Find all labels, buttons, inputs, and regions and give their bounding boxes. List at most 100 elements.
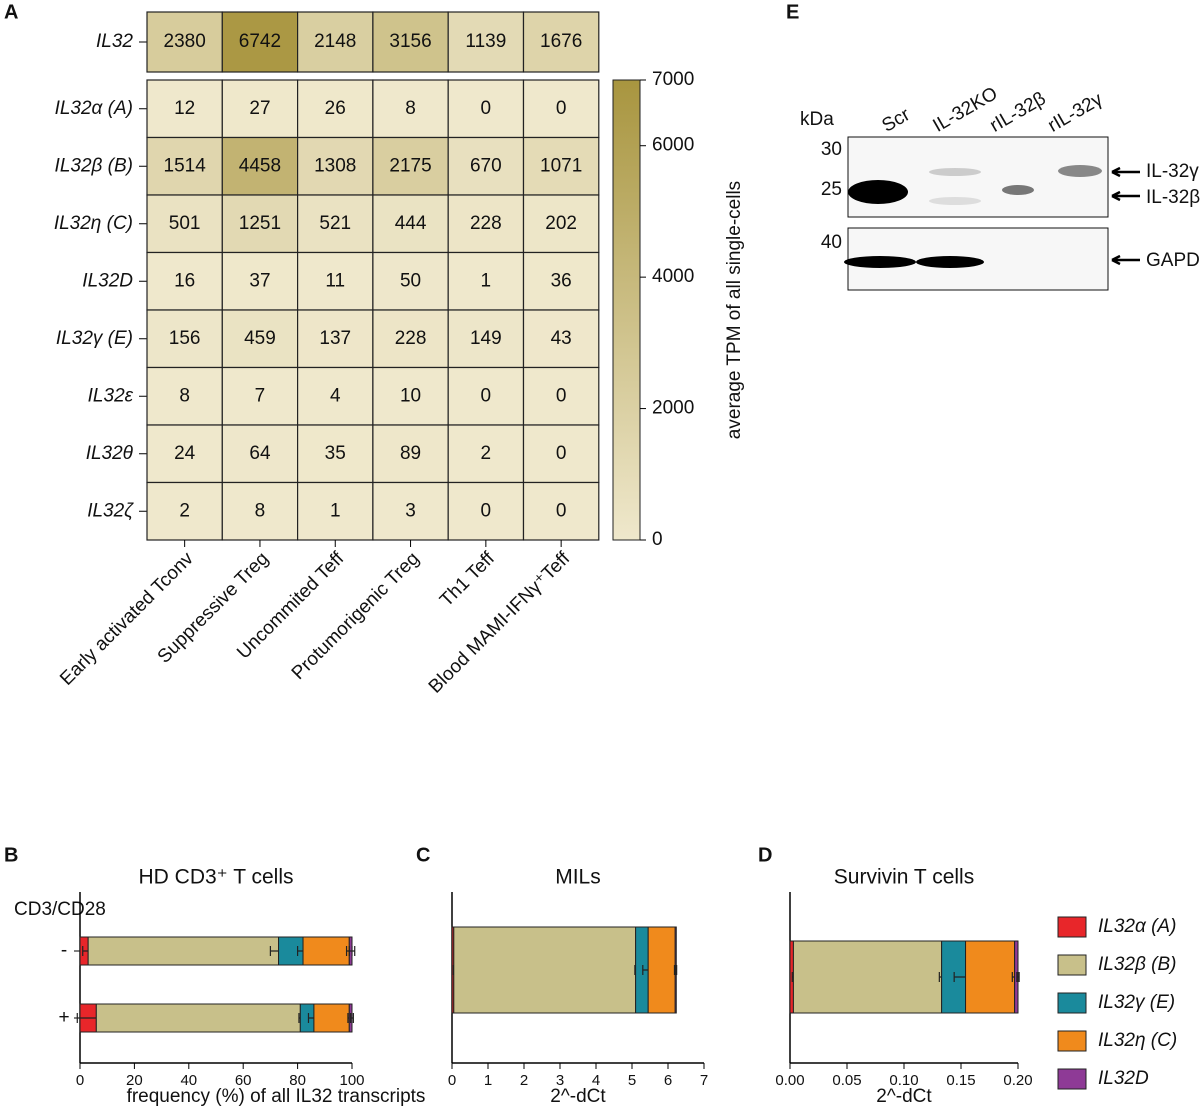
cell-label: 64 [249,443,271,464]
heat-cell [221,309,299,369]
legend-label: IL32D [1098,1068,1149,1089]
cell-label: 202 [545,213,577,234]
cell-label: 26 [325,98,346,119]
cell-label: 2 [179,500,190,521]
heat-cell [447,366,525,426]
x-tick-label: 5 [628,1072,636,1089]
x-tick-label: 0 [448,1072,456,1089]
heat-cell [522,11,600,73]
x-tick-label: 2 [520,1072,528,1089]
panel-label: B [4,844,18,866]
cell-label: 0 [556,385,567,406]
cell-label: 1 [330,500,341,521]
colorbar-tick-label: 4000 [652,266,694,287]
cell-label: 0 [481,98,492,119]
heat-cell [221,251,299,311]
error-bar [675,965,678,975]
lane-label: rIL-32γ [1045,89,1107,137]
cell-label: 1251 [239,213,281,234]
x-tick-label: 0.15 [946,1072,975,1089]
cell-label: 0 [556,500,567,521]
band-label: IL-32β [1146,187,1200,208]
heat-cell [146,366,223,426]
row-label: IL32α (A) [55,98,133,119]
col-label: Protumorigenic Treg [288,548,424,684]
lane-label: IL-32KO [930,83,1002,137]
cell-label: 2380 [164,31,206,52]
legend-swatch [1057,916,1087,938]
bar-segment [95,1003,301,1033]
cell-label: 521 [319,213,351,234]
cell-label: 8 [255,500,266,521]
bar-segment [87,936,280,966]
cell-label: 8 [405,98,416,119]
x-tick-label: 6 [664,1072,672,1089]
colorbar-label: average TPM of all single-cells [724,181,745,439]
band [1002,185,1034,195]
heat-cell [146,424,223,484]
x-tick-label: 0.00 [775,1072,804,1089]
cell-label: 37 [249,270,270,291]
heat-cell [447,424,525,484]
cell-label: 1139 [465,31,506,52]
row-label: IL32 [96,31,133,52]
heat-cell [146,309,223,369]
heat-cell [221,481,299,541]
heat-cell [447,11,525,73]
marker-label: 25 [821,179,842,200]
cell-label: 27 [249,98,270,119]
cell-label: 35 [325,443,346,464]
x-tick-label: 0 [76,1072,84,1089]
cell-label: 2148 [314,31,356,52]
heat-cell [297,366,374,426]
bar-segment [453,926,637,1014]
heat-cell [447,309,525,369]
heat-cell [447,136,525,196]
cell-label: 137 [319,328,351,349]
row-label: IL32η (C) [54,213,133,234]
cell-label: 0 [556,98,567,119]
cell-label: 670 [470,155,502,176]
heat-cell [297,11,374,73]
row-label: IL32β (B) [55,155,133,176]
cell-label: 24 [174,443,196,464]
cell-label: 10 [400,385,421,406]
heat-cell [372,481,449,541]
panel-label: A [4,1,18,23]
cell-label: 8 [179,385,190,406]
x-tick-label: 0.05 [832,1072,861,1089]
cell-label: 1 [481,270,492,291]
error-bar [350,1013,354,1023]
heat-cell [146,136,223,196]
cell-label: 4458 [239,155,281,176]
heat-cell [372,251,449,311]
cell-label: 6742 [239,31,281,52]
cell-label: 0 [481,500,492,521]
bar-segment [647,926,676,1014]
heat-cell [522,424,600,484]
cell-label: 156 [169,328,201,349]
band [848,180,908,204]
heat-cell [221,79,299,139]
band [844,256,916,268]
cell-label: 2175 [389,155,431,176]
cell-label: 43 [551,328,572,349]
bar-segment [965,940,1016,1014]
error-bar [1016,972,1020,982]
legend-label: IL32α (A) [1098,916,1176,937]
heat-cell [297,309,374,369]
heat-cell [372,11,449,73]
panel-label: C [416,844,430,866]
cell-label: 11 [325,270,345,291]
lane-label: Scr [879,104,915,137]
x-tick-label: 60 [235,1072,252,1089]
heat-cell [372,136,449,196]
col-label: Th1 Teff [436,548,499,611]
row-label: IL32ζ [87,500,134,521]
chart-title: Survivin T cells [834,866,974,889]
band [916,256,984,268]
marker-label: 40 [821,232,842,253]
cell-label: 501 [169,213,201,234]
band [1058,165,1102,177]
